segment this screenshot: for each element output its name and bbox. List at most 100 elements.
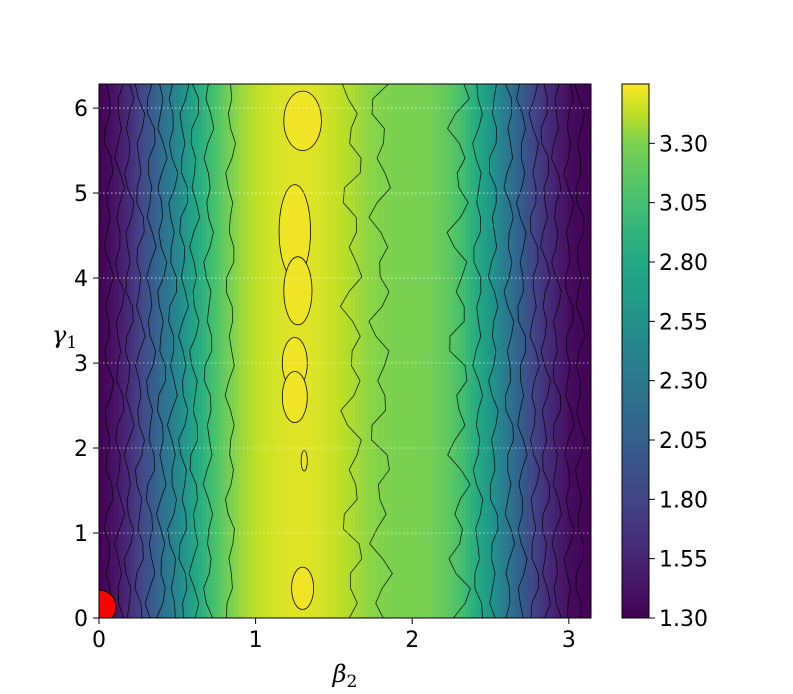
contour-band bbox=[487, 84, 492, 618]
contour-band bbox=[507, 84, 512, 618]
contour-band bbox=[415, 84, 420, 618]
colorbar-tick-label: 1.80 bbox=[659, 488, 708, 513]
contour-line bbox=[224, 84, 236, 618]
contour-band bbox=[583, 84, 588, 618]
contour-band bbox=[135, 84, 140, 618]
contour-line bbox=[144, 84, 157, 618]
y-tick-label: 1 bbox=[74, 522, 88, 547]
contour-band bbox=[411, 84, 416, 618]
contour-line bbox=[103, 84, 115, 618]
contour-band bbox=[155, 84, 160, 618]
contour-band bbox=[167, 84, 172, 618]
contour-band bbox=[111, 84, 116, 618]
x-tick-label: 1 bbox=[249, 628, 263, 653]
contour-band bbox=[471, 84, 476, 618]
colorbar-tick-label: 2.30 bbox=[659, 370, 708, 395]
contour-band bbox=[427, 84, 432, 618]
contour-band bbox=[431, 84, 436, 618]
contour-band bbox=[459, 84, 464, 618]
contour-band bbox=[127, 84, 132, 618]
contour-band bbox=[587, 84, 591, 618]
contour-line bbox=[487, 84, 499, 618]
contour-band bbox=[499, 84, 504, 618]
contour-band bbox=[219, 84, 224, 618]
colorbar-tick-label: 1.55 bbox=[659, 548, 708, 573]
contour-band bbox=[175, 84, 180, 618]
colorbar-ticks: 1.30 1.55 1.80 2.05 2.30 2.55 2.80 3.05 3.30 bbox=[649, 132, 708, 632]
contour-band bbox=[463, 84, 468, 618]
contour-band bbox=[323, 84, 328, 618]
start-marker bbox=[99, 589, 117, 618]
contour-line bbox=[202, 84, 215, 618]
y-axis-ticks: 0 1 2 3 4 5 6 bbox=[74, 97, 99, 632]
contour-band bbox=[99, 84, 104, 618]
contour-band bbox=[143, 84, 148, 618]
contour-band bbox=[227, 84, 232, 618]
contour-band bbox=[367, 84, 372, 618]
contour-band bbox=[275, 84, 280, 618]
contour-island bbox=[291, 566, 315, 610]
contour-bands bbox=[99, 84, 591, 618]
contour-band bbox=[375, 84, 380, 618]
contour-line bbox=[114, 84, 126, 618]
colorbar-tick-label: 3.30 bbox=[659, 132, 708, 157]
contour-band bbox=[559, 84, 564, 618]
contour-band bbox=[131, 84, 136, 618]
contour-band bbox=[495, 84, 500, 618]
contour-band bbox=[327, 84, 332, 618]
contour-band bbox=[183, 84, 188, 618]
contour-band bbox=[359, 84, 364, 618]
x-axis-label: β2 bbox=[332, 660, 358, 692]
contour-band bbox=[207, 84, 212, 618]
contour-line bbox=[178, 84, 190, 618]
contour-band bbox=[199, 84, 204, 618]
contour-band bbox=[475, 84, 480, 618]
contour-band bbox=[119, 84, 124, 618]
colorbar-tick-label: 2.05 bbox=[659, 429, 708, 454]
contour-band bbox=[511, 84, 516, 618]
contour-line bbox=[574, 84, 586, 618]
contour-band bbox=[271, 84, 276, 618]
x-tick-label: 0 bbox=[92, 628, 106, 653]
colorbar-tick-label: 2.55 bbox=[659, 310, 708, 335]
contour-band bbox=[423, 84, 428, 618]
contour-band bbox=[331, 84, 336, 618]
contour-band bbox=[395, 84, 400, 618]
contour-band bbox=[191, 84, 196, 618]
contour-band bbox=[151, 84, 156, 618]
contour-band bbox=[203, 84, 208, 618]
plot-area bbox=[99, 84, 591, 618]
contour-band bbox=[147, 84, 152, 618]
contour-line bbox=[503, 84, 516, 618]
contour-band bbox=[467, 84, 472, 618]
y-axis-label: γ1 bbox=[52, 321, 77, 353]
contour-band bbox=[483, 84, 488, 618]
contour-band bbox=[343, 84, 348, 618]
contour-line bbox=[368, 84, 393, 618]
contour-island bbox=[283, 256, 313, 326]
contour-island bbox=[300, 450, 308, 472]
contour-band bbox=[519, 84, 524, 618]
contour-band bbox=[535, 84, 540, 618]
contour-band bbox=[523, 84, 528, 618]
contour-band bbox=[279, 84, 284, 618]
contour-band bbox=[235, 84, 240, 618]
contour-band bbox=[211, 84, 216, 618]
contour-line bbox=[166, 84, 179, 618]
contour-line bbox=[339, 84, 363, 618]
contour-band bbox=[335, 84, 340, 618]
contour-island bbox=[281, 371, 308, 423]
contour-band bbox=[447, 84, 452, 618]
contour-band bbox=[491, 84, 496, 618]
contour-band bbox=[391, 84, 396, 618]
contour-line bbox=[540, 84, 552, 618]
contour-band bbox=[239, 84, 244, 618]
contour-band bbox=[107, 84, 112, 618]
colorbar-tick-label: 3.05 bbox=[659, 192, 708, 217]
y-tick-label: 6 bbox=[74, 97, 88, 122]
contour-band bbox=[563, 84, 568, 618]
colorbar-tick-label: 2.80 bbox=[659, 251, 708, 276]
y-tick-label: 5 bbox=[74, 182, 88, 207]
contour-band bbox=[435, 84, 440, 618]
